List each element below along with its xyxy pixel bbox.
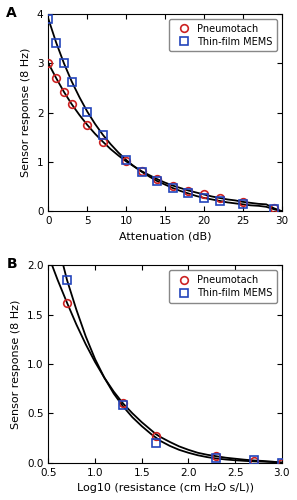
Thin-film MEMS (86, 108, 89, 114)
Pneumotach (218, 195, 221, 201)
Y-axis label: Sensor response (8 Hz): Sensor response (8 Hz) (21, 48, 31, 178)
X-axis label: Log10 (resistance (cm H₂O s/L)): Log10 (resistance (cm H₂O s/L)) (77, 483, 254, 493)
Thin-film MEMS (121, 402, 125, 408)
Pneumotach (86, 122, 89, 128)
Pneumotach (171, 182, 175, 188)
Thin-film MEMS (140, 169, 143, 175)
Pneumotach (62, 89, 66, 95)
Thin-film MEMS (215, 454, 218, 460)
Line: Thin-film MEMS: Thin-film MEMS (63, 276, 286, 466)
Pneumotach (65, 300, 69, 306)
Thin-film MEMS (70, 78, 73, 84)
Legend: Pneumotach, Thin-film MEMS: Pneumotach, Thin-film MEMS (170, 270, 277, 303)
Thin-film MEMS (218, 198, 221, 204)
Pneumotach (54, 75, 58, 81)
Thin-film MEMS (187, 190, 190, 196)
Pneumotach (252, 458, 256, 464)
Thin-film MEMS (280, 460, 284, 466)
Thin-film MEMS (154, 440, 157, 446)
Thin-film MEMS (54, 40, 58, 46)
Line: Pneumotach: Pneumotach (63, 299, 286, 466)
Line: Thin-film MEMS: Thin-film MEMS (45, 15, 278, 213)
Thin-film MEMS (171, 185, 175, 191)
Pneumotach (272, 206, 276, 212)
Y-axis label: Sensor response (8 Hz): Sensor response (8 Hz) (11, 300, 21, 428)
Thin-film MEMS (62, 60, 66, 66)
Thin-film MEMS (252, 456, 256, 462)
Thin-film MEMS (65, 277, 69, 283)
Text: B: B (6, 258, 17, 272)
Text: A: A (6, 6, 17, 20)
X-axis label: Attenuation (dB): Attenuation (dB) (119, 232, 211, 241)
Thin-film MEMS (101, 132, 105, 138)
Pneumotach (70, 101, 73, 107)
Pneumotach (241, 199, 245, 205)
Thin-film MEMS (124, 157, 128, 163)
Thin-film MEMS (272, 206, 276, 212)
Line: Pneumotach: Pneumotach (45, 60, 278, 212)
Legend: Pneumotach, Thin-film MEMS: Pneumotach, Thin-film MEMS (170, 19, 277, 52)
Pneumotach (280, 460, 284, 466)
Thin-film MEMS (47, 16, 50, 22)
Pneumotach (47, 60, 50, 66)
Pneumotach (124, 158, 128, 164)
Pneumotach (156, 176, 159, 182)
Pneumotach (202, 192, 206, 198)
Pneumotach (187, 188, 190, 194)
Thin-film MEMS (241, 202, 245, 207)
Pneumotach (140, 168, 143, 174)
Thin-film MEMS (202, 195, 206, 201)
Pneumotach (154, 433, 157, 439)
Thin-film MEMS (156, 178, 159, 184)
Pneumotach (101, 138, 105, 144)
Pneumotach (121, 400, 125, 406)
Pneumotach (215, 452, 218, 458)
